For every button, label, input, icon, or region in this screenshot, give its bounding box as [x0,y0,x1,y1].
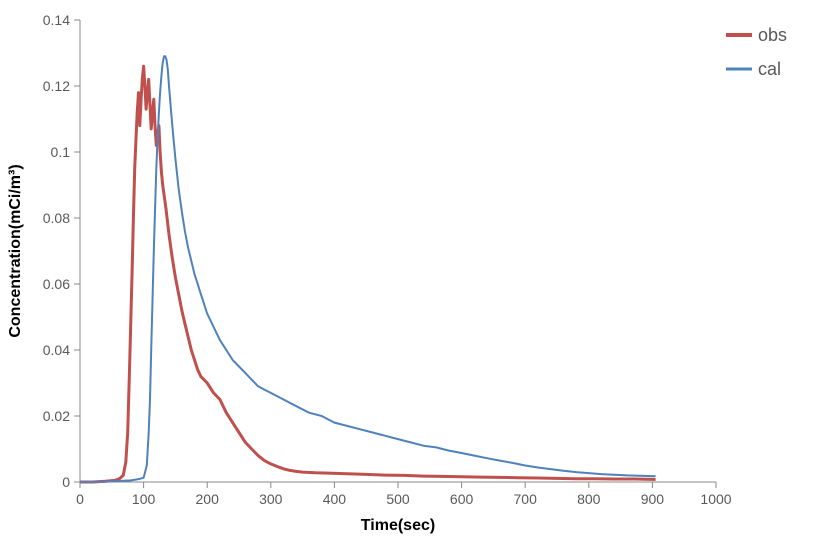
x-tick-label: 900 [641,491,665,507]
legend-label-obs: obs [758,25,787,45]
chart-svg: 0 100 200 300 400 500 600 700 800 900 1000 0 0.02 0.0… [0,0,826,542]
chart-bg [0,0,826,542]
x-tick-label: 700 [514,491,538,507]
y-axis-title: Concentration(mCi/m³) [7,164,24,337]
x-tick-label: 200 [196,491,220,507]
y-tick-label: 0.14 [43,12,70,28]
x-tick-label: 500 [386,491,410,507]
legend-label-cal: cal [758,59,781,79]
x-tick-label: 600 [450,491,474,507]
x-tick-label: 100 [132,491,156,507]
y-tick-label: 0.06 [43,276,70,292]
y-tick-label: 0.08 [43,210,70,226]
y-tick-label: 0.02 [43,408,70,424]
y-tick-label: 0.1 [51,144,71,160]
x-tick-label: 1000 [700,491,731,507]
chart-container: 0 100 200 300 400 500 600 700 800 900 1000 0 0.02 0.0… [0,0,826,542]
y-tick-label: 0.12 [43,78,70,94]
x-axis-title: Time(sec) [361,517,435,534]
x-tick-label: 0 [76,491,84,507]
x-tick-label: 300 [259,491,283,507]
x-tick-label: 400 [323,491,347,507]
y-tick-label: 0 [62,474,70,490]
x-tick-label: 800 [577,491,601,507]
y-tick-label: 0.04 [43,342,70,358]
